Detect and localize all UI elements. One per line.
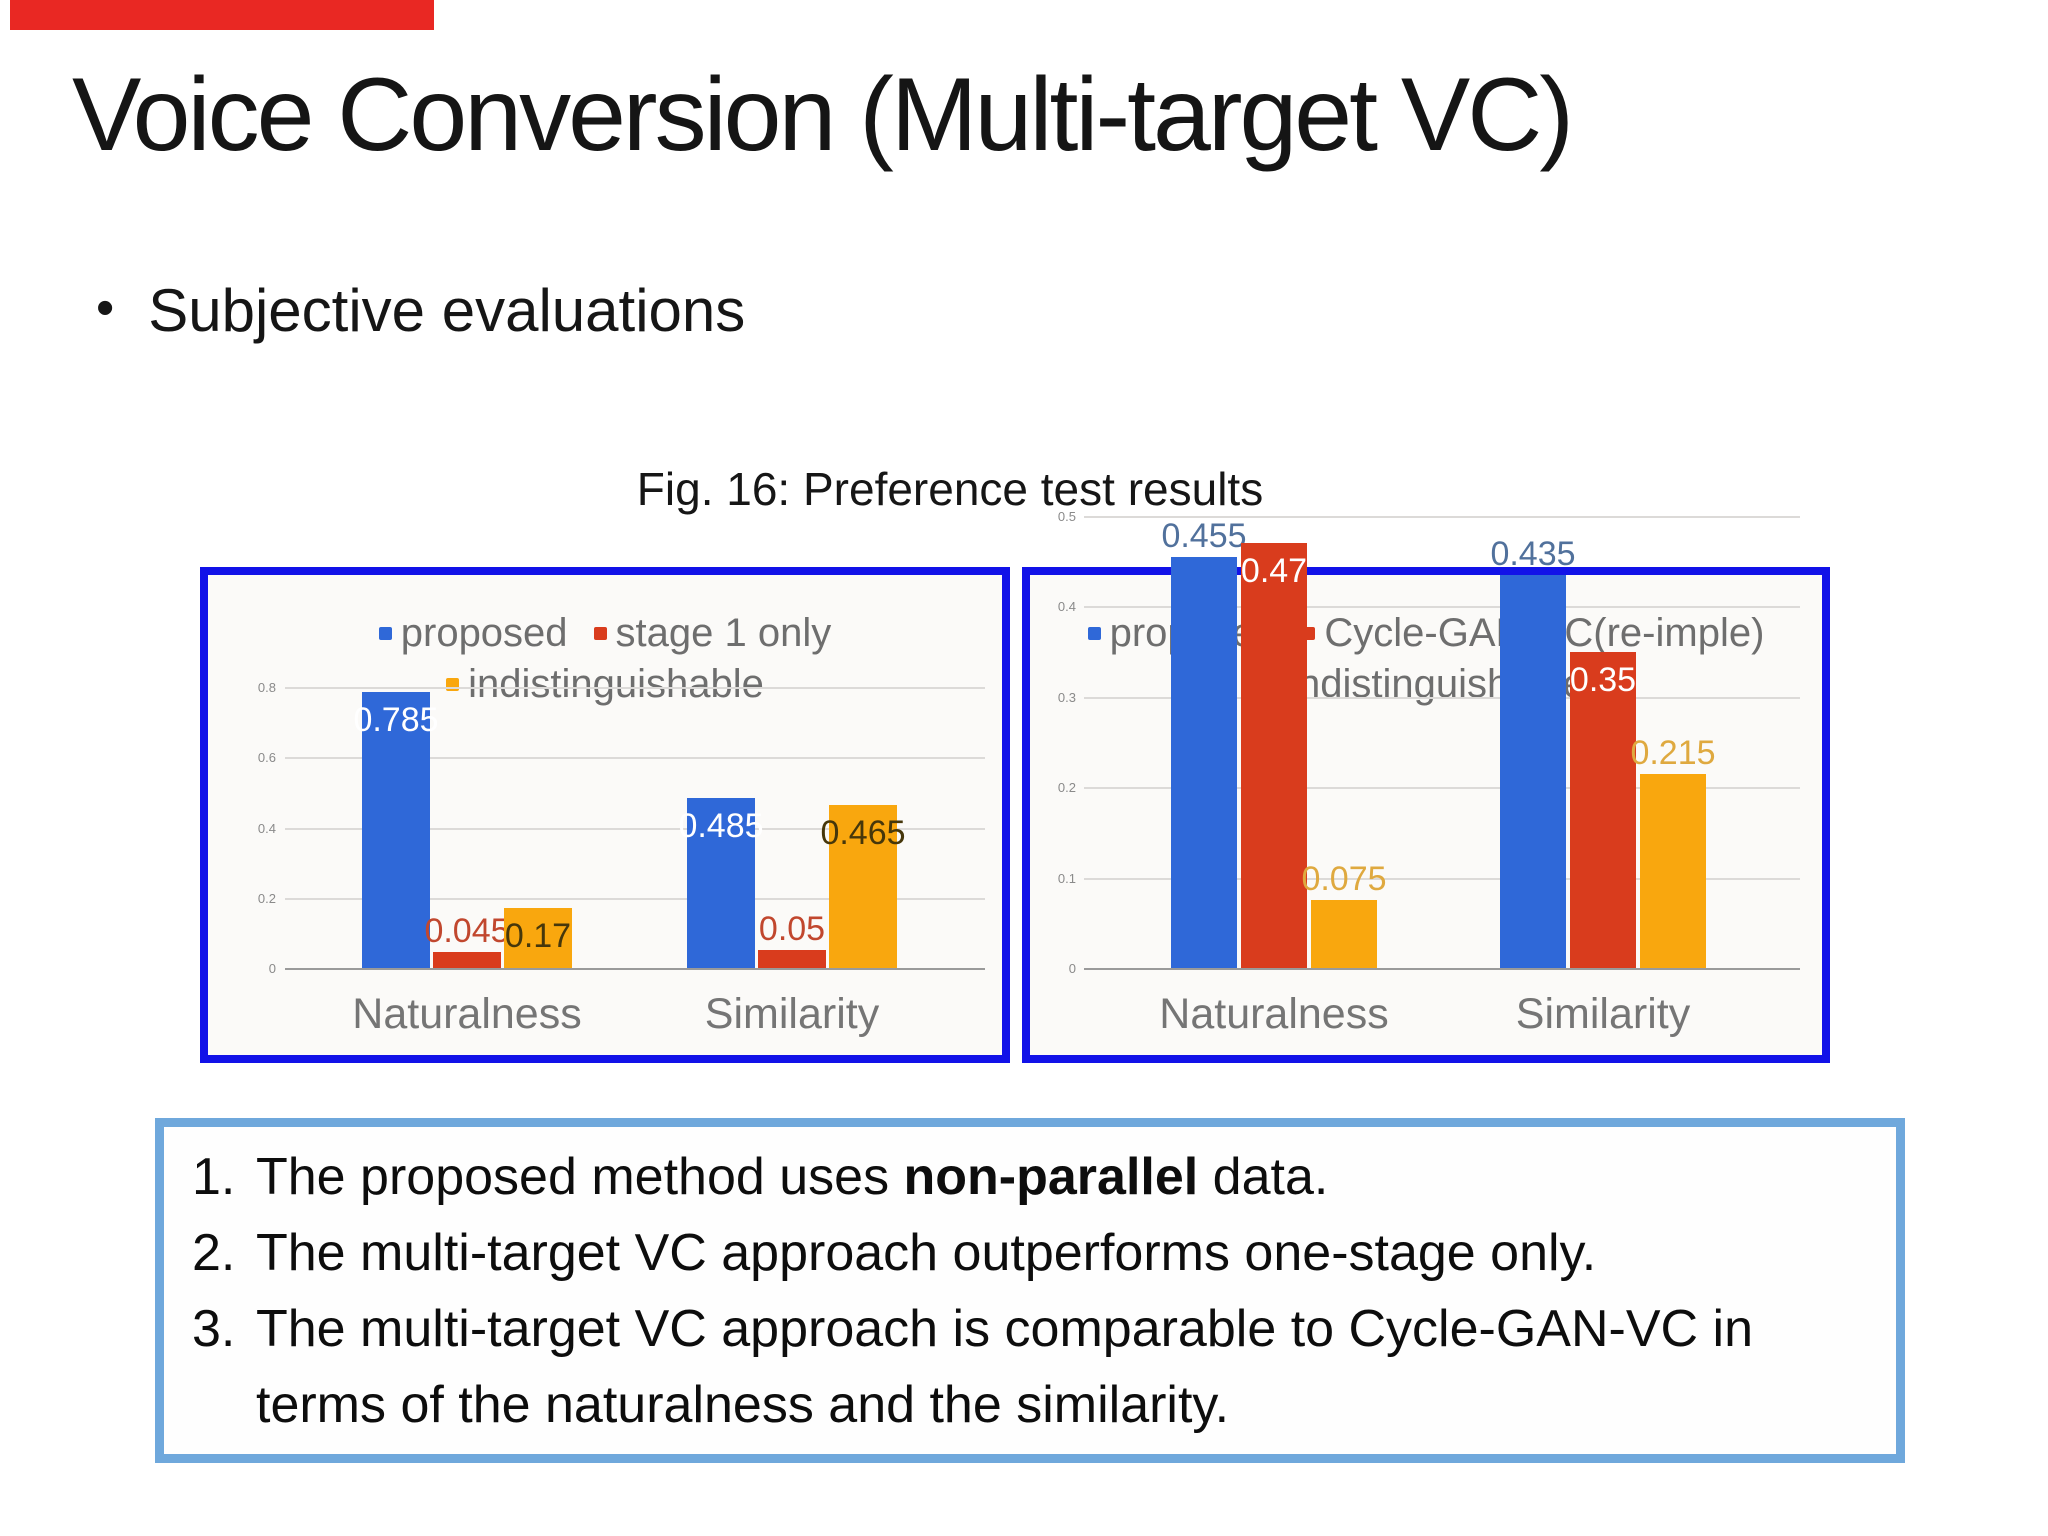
bar-stage-1-only-naturalness — [433, 952, 501, 968]
y-tick-label: 0 — [268, 961, 276, 976]
y-tick-label: 0.5 — [1057, 509, 1076, 524]
bar-value-label: 0.045 — [424, 912, 510, 951]
gridline — [1084, 787, 1800, 790]
bar-indistinguishable-similarity — [1640, 773, 1706, 968]
gridline — [1084, 516, 1800, 518]
gridline — [285, 687, 985, 689]
bar-value-label: 0.215 — [1630, 733, 1716, 772]
x-category-label: Naturalness — [352, 990, 582, 1038]
conclusions-box: 1. The proposed method uses non-parallel … — [155, 1118, 1905, 1463]
bar-proposed-similarity — [1500, 574, 1566, 968]
bar-value-label: 0.35 — [1569, 660, 1637, 699]
gridline — [285, 757, 985, 760]
y-tick-label: 0.3 — [1057, 689, 1076, 705]
legend-entry: indistinguishable — [446, 662, 764, 707]
bar-value-label: 0.485 — [678, 806, 764, 845]
y-tick-label: 0.1 — [1057, 870, 1076, 886]
y-tick-label: 0.4 — [1057, 599, 1076, 615]
y-tick-label: 0.4 — [257, 820, 276, 836]
bar-value-label: 0.435 — [1490, 534, 1576, 573]
y-tick-label: 0 — [1068, 961, 1076, 976]
note-text: The proposed method uses non-parallel da… — [256, 1148, 1329, 1206]
chart-legend: proposed stage 1 only indistinguishable — [208, 611, 1002, 707]
note-item-3: 3. The multi-target VC approach is compar… — [192, 1291, 1876, 1443]
legend-entry: stage 1 only — [593, 611, 832, 656]
bar-indistinguishable-naturalness — [504, 908, 572, 968]
legend-label: indistinguishable — [468, 662, 764, 706]
bar-value-label: 0.785 — [353, 701, 439, 740]
note-item-2: 2. The multi-target VC approach outperfor… — [192, 1215, 1876, 1291]
note-number: 3. — [192, 1300, 236, 1358]
y-tick-label: 0.2 — [1057, 780, 1076, 796]
legend-swatch-icon — [1087, 627, 1101, 640]
gridline — [285, 827, 985, 830]
bullet-icon: • — [96, 279, 115, 337]
bar-indistinguishable-naturalness — [1311, 900, 1377, 968]
note-text: The multi-target VC approach is comparab… — [256, 1300, 1754, 1434]
gridline — [1084, 696, 1800, 699]
y-tick-label: 0.8 — [257, 680, 276, 695]
x-axis-line — [1084, 968, 1800, 970]
legend-swatch-icon — [446, 678, 460, 691]
bullet-text: Subjective evaluations — [148, 277, 746, 344]
x-category-label: Similarity — [1515, 990, 1691, 1038]
x-axis-line — [285, 968, 985, 970]
bar-stage-1-only-similarity — [758, 950, 826, 968]
bar-value-label: 0.47 — [1240, 552, 1308, 591]
bar-proposed-similarity — [687, 797, 755, 968]
note-number: 1. — [192, 1148, 236, 1206]
legend-swatch-icon — [378, 627, 392, 640]
bar-cycle-gan-vc-re-imple--similarity — [1570, 651, 1636, 968]
figure-caption: Fig. 16: Preference test results — [636, 463, 1264, 515]
note-text: The multi-target VC approach outperforms… — [256, 1224, 1597, 1282]
bar-value-label: 0.465 — [820, 813, 906, 852]
bar-proposed-naturalness — [1171, 556, 1237, 968]
bar-value-label: 0.17 — [504, 917, 572, 956]
y-tick-label: 0.6 — [257, 750, 276, 766]
preference-chart-cyclegan: proposedCycle-GAN-VC(re-imple)indistingu… — [1022, 509, 1830, 1063]
bar-value-label: 0.075 — [1301, 860, 1387, 899]
chart-legend: proposedCycle-GAN-VC(re-imple)indistingu… — [1030, 611, 1822, 707]
bar-value-label: 0.05 — [758, 910, 826, 949]
y-tick-label: 0.2 — [257, 890, 276, 906]
x-category-label: Naturalness — [1159, 990, 1389, 1038]
slide-title: Voice Conversion (Multi-target VC) — [72, 57, 1574, 173]
bar-value-label: 0.455 — [1161, 516, 1247, 555]
legend-label: proposed — [400, 611, 568, 655]
bar-cycle-gan-vc-re-imple--naturalness — [1241, 543, 1307, 968]
note-number: 2. — [192, 1224, 236, 1282]
x-category-label: Similarity — [704, 990, 880, 1038]
bullet-line: • Subjective evaluations — [96, 276, 745, 345]
gridline — [1084, 606, 1800, 609]
legend-swatch-icon — [593, 627, 607, 640]
gridline — [1084, 877, 1800, 880]
bar-indistinguishable-similarity — [829, 804, 897, 968]
gridline — [285, 897, 985, 900]
note-item-1: 1. The proposed method uses non-parallel … — [192, 1139, 1876, 1215]
legend-label: stage 1 only — [615, 611, 832, 655]
top-left-red-bar — [10, 0, 434, 30]
bar-proposed-naturalness — [362, 692, 430, 968]
legend-entry: proposed — [378, 611, 568, 656]
preference-chart-stage1: proposed stage 1 only indistinguishable 0 0.… — [200, 567, 1010, 1063]
